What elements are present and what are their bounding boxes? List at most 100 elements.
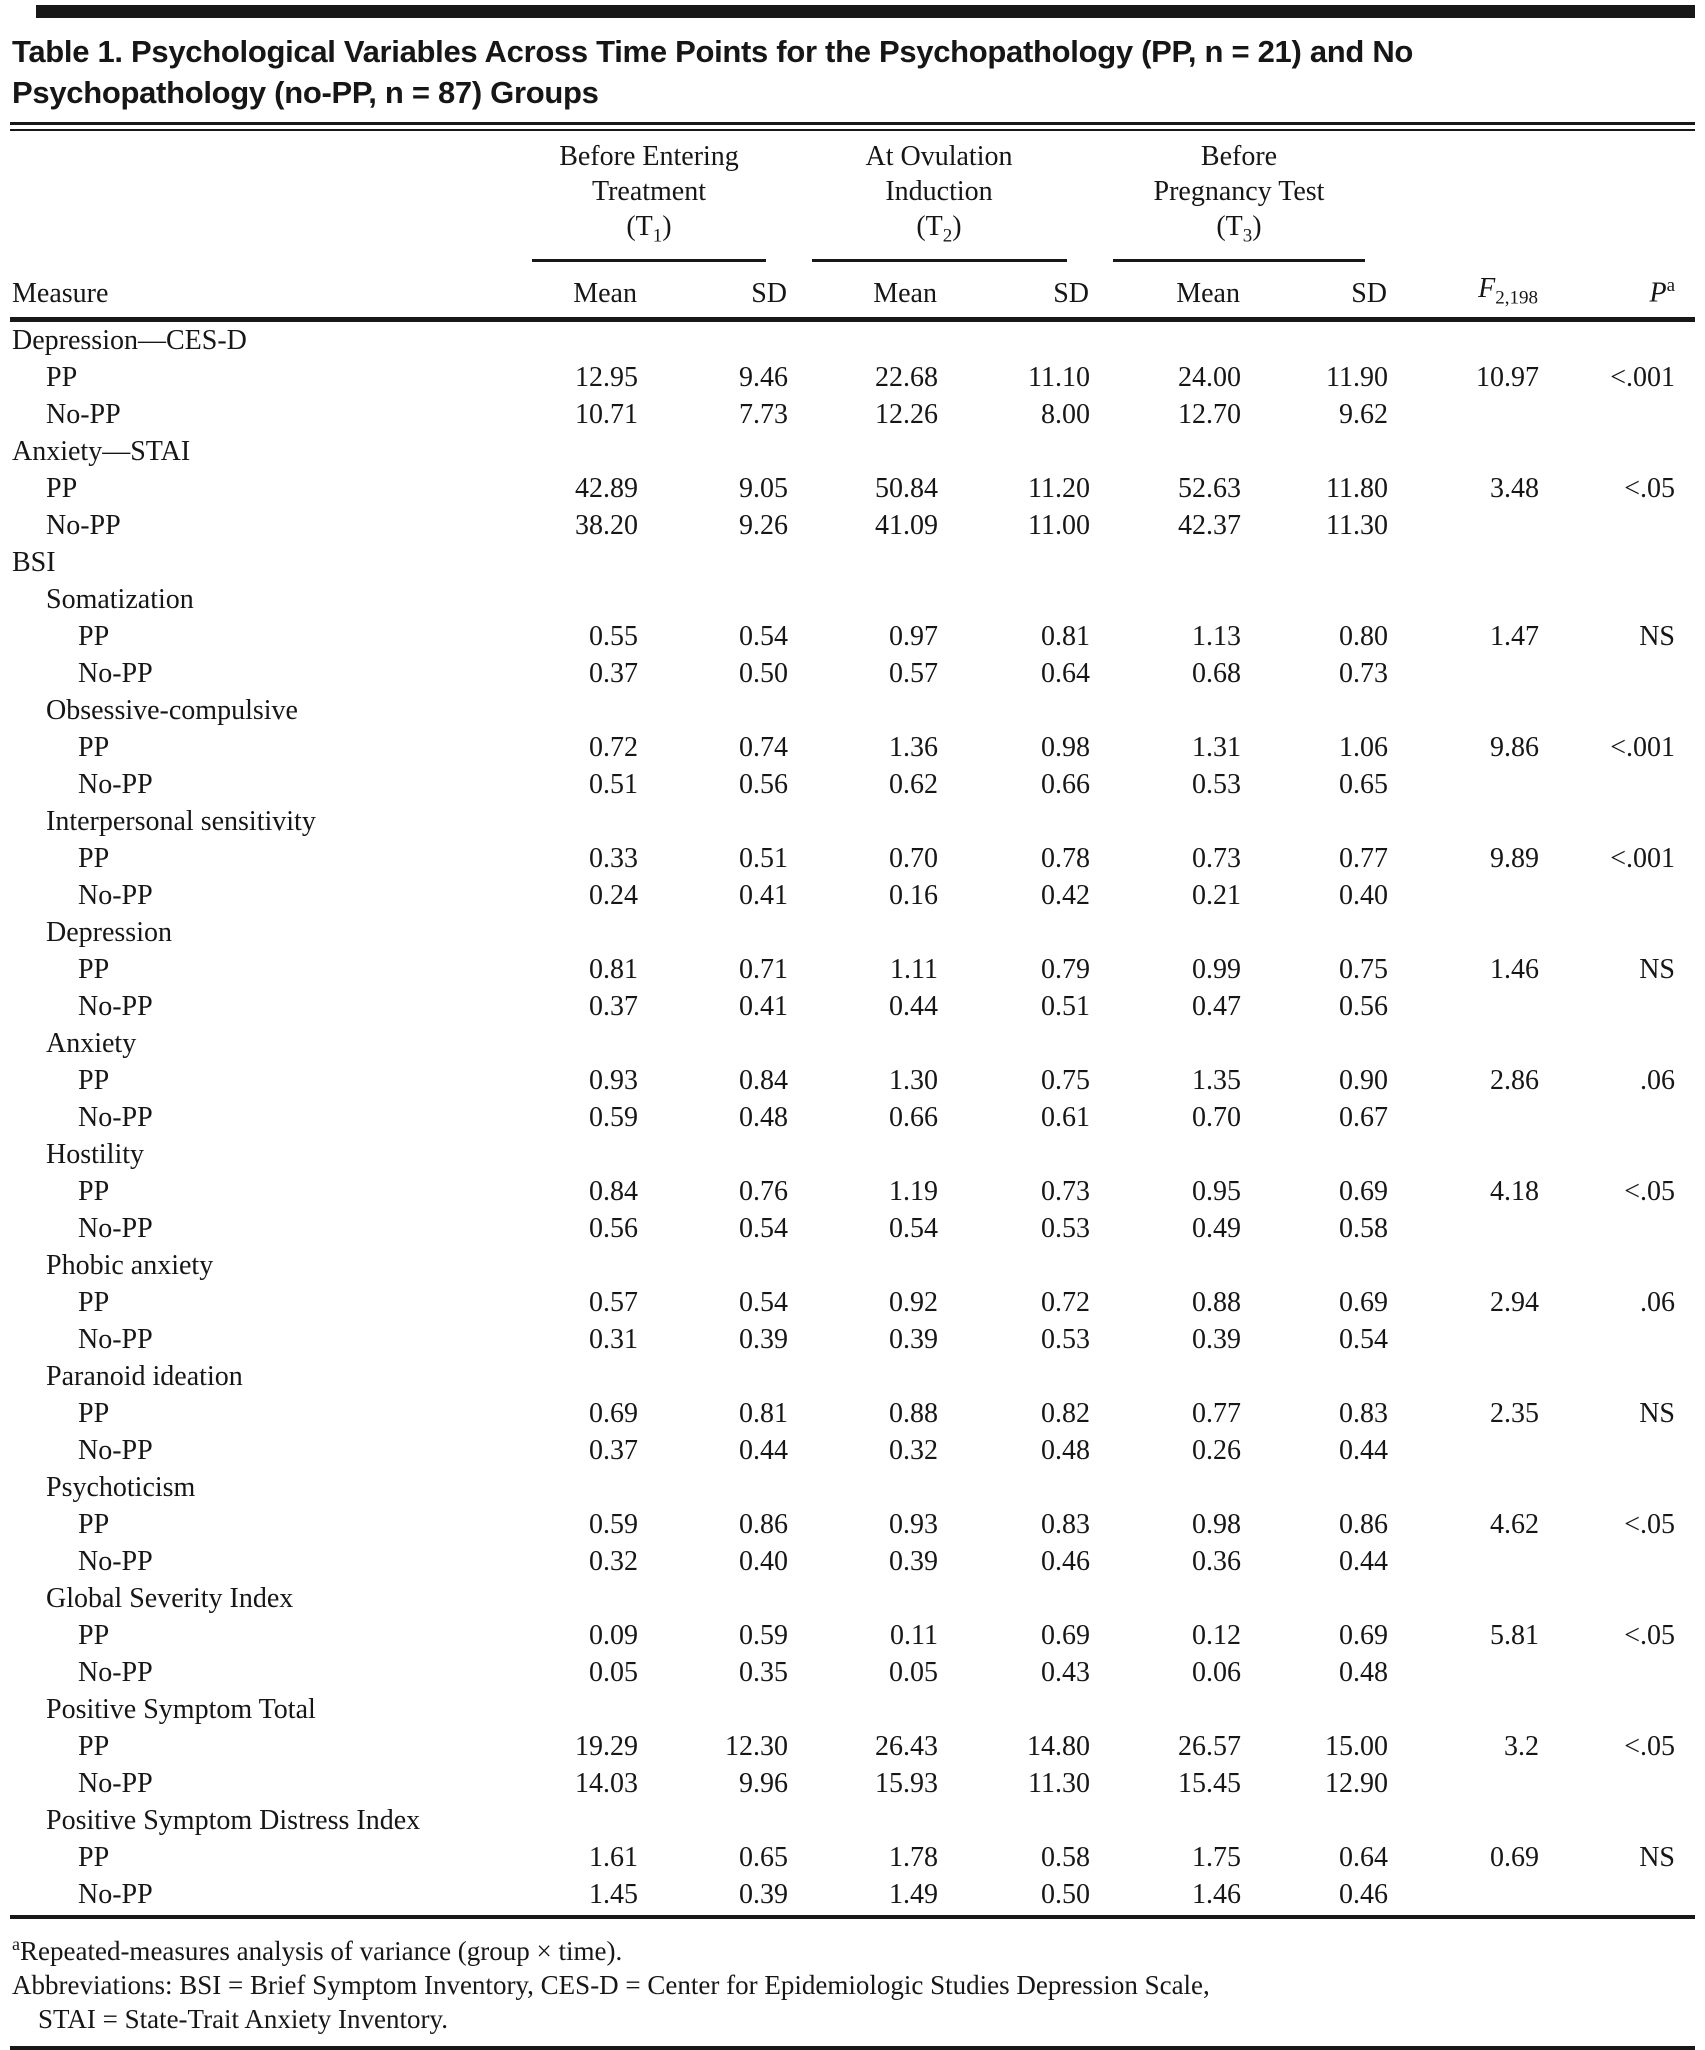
f-cell: [1388, 1691, 1539, 1728]
t2-mean-cell: 0.44: [889, 990, 938, 1022]
f-cell: 4.18: [1490, 1175, 1539, 1207]
p-cell: [1539, 877, 1695, 914]
t1-mean-cell: [510, 1025, 638, 1062]
table-title-line1: Table 1. Psychological Variables Across …: [12, 34, 1414, 69]
t2-sd-cell: [938, 803, 1090, 840]
t2-sd-cell: 0.75: [1041, 1064, 1090, 1096]
f-cell: 2.94: [1490, 1286, 1539, 1318]
t3-mean-cell: [1090, 1247, 1241, 1284]
t3-mean-cell: 0.99: [1192, 953, 1241, 985]
t1-mean-cell: 0.37: [589, 1434, 638, 1466]
column-header-row: Measure Mean SD Mean SD Mean SD F2,198 P…: [10, 262, 1695, 322]
t2-mean-cell: 0.93: [889, 1508, 938, 1540]
t2-mean-cell: 0.92: [889, 1286, 938, 1318]
t3-sd-cell: 0.90: [1339, 1064, 1388, 1096]
t2-sd-cell: 0.50: [1041, 1878, 1090, 1910]
t1-sd-cell: 0.35: [739, 1656, 788, 1688]
p-cell: <.001: [1610, 731, 1675, 763]
table-body: Depression—CES-D PP 12.95 9.46 22.68 11.…: [10, 319, 1695, 1913]
t1-sd-cell: 0.81: [739, 1397, 788, 1429]
t2-sd-cell: 0.64: [1041, 657, 1090, 689]
measure-label: Positive Symptom Distress Index: [46, 1804, 421, 1836]
t2-mean-cell: 0.11: [890, 1619, 938, 1651]
t3-mean-cell: 26.57: [1178, 1730, 1241, 1762]
p-cell: <.05: [1624, 1619, 1675, 1651]
t1-mean-cell: 1.45: [589, 1878, 638, 1910]
t1-sd-cell: 0.56: [739, 768, 788, 800]
t3-sd-cell: 0.86: [1339, 1508, 1388, 1540]
table-row: PP 1.61 0.65 1.78 0.58 1.75 0.64 0.69 NS: [10, 1839, 1695, 1876]
f-cell: 0.69: [1490, 1841, 1539, 1873]
t1-mean-cell: [510, 581, 638, 618]
t3-mean-cell: 0.53: [1192, 768, 1241, 800]
t3-mean-cell: 0.70: [1192, 1101, 1241, 1133]
table-row: No-PP 0.05 0.35 0.05 0.43 0.06 0.48: [10, 1654, 1695, 1691]
f-cell: [1388, 319, 1539, 359]
f-cell: 2.35: [1490, 1397, 1539, 1429]
table-row: PP 0.84 0.76 1.19 0.73 0.95 0.69 4.18 <.…: [10, 1173, 1695, 1210]
t1-mean-cell: 0.59: [589, 1101, 638, 1133]
table-title: Table 1. Psychological Variables Across …: [10, 18, 1695, 122]
t1-mean-cell: [510, 319, 638, 359]
top-rule-bar: [36, 5, 1695, 18]
t2-sd-cell: 0.82: [1041, 1397, 1090, 1429]
t1-mean-cell: 38.20: [575, 509, 638, 541]
t1-sd-cell: 7.73: [739, 398, 788, 430]
p-cell: <.05: [1624, 1175, 1675, 1207]
t3-mean-cell: 12.70: [1178, 398, 1241, 430]
t2-mean-cell: [788, 544, 938, 581]
t1-mean-cell: 0.37: [589, 657, 638, 689]
t1-sd-cell: 0.51: [739, 842, 788, 874]
t3-sd-cell: 0.75: [1339, 953, 1388, 985]
t1-mean-cell: 0.55: [589, 620, 638, 652]
t1-sd-cell: 0.84: [739, 1064, 788, 1096]
t1-sd-cell: 0.54: [739, 1212, 788, 1244]
t1-mean-cell: 0.84: [589, 1175, 638, 1207]
t1-sd-cell: [638, 1580, 788, 1617]
t3-mean-cell: [1090, 692, 1241, 729]
t2-sd-cell: [938, 433, 1090, 470]
measure-label: Global Severity Index: [46, 1582, 294, 1614]
t1-sd-cell: 9.96: [739, 1767, 788, 1799]
t3-sd-cell: 11.90: [1326, 361, 1388, 393]
t2-mean-cell: 0.39: [889, 1545, 938, 1577]
t2-mean-cell: 0.05: [889, 1656, 938, 1688]
f-cell: [1388, 581, 1539, 618]
table-row: No-PP 0.24 0.41 0.16 0.42 0.21 0.40: [10, 877, 1695, 914]
t3-mean-cell: 52.63: [1178, 472, 1241, 504]
t1-mean-cell: 1.61: [589, 1841, 638, 1873]
t1-sd-cell: [638, 319, 788, 359]
measure-label: No-PP: [46, 398, 121, 430]
t2-sd-cell: 0.53: [1041, 1212, 1090, 1244]
t1-sd-cell: [638, 914, 788, 951]
t3-sd-cell: [1241, 1691, 1388, 1728]
measure-label: No-PP: [78, 990, 153, 1022]
table-row: PP 0.57 0.54 0.92 0.72 0.88 0.69 2.94 .0…: [10, 1284, 1695, 1321]
t2-sd-cell: [938, 1358, 1090, 1395]
measure-label: PP: [46, 361, 78, 393]
t2-sd-cell: 0.79: [1041, 953, 1090, 985]
t2-sd-cell: 0.58: [1041, 1841, 1090, 1873]
t1-mean-cell: 0.57: [589, 1286, 638, 1318]
spanner-t1-rule: [531, 258, 767, 262]
table-row: No-PP 0.32 0.40 0.39 0.46 0.36 0.44: [10, 1543, 1695, 1580]
t3-sd-cell: [1241, 433, 1388, 470]
t3-mean-cell: [1090, 1802, 1241, 1839]
table-row: PP 0.81 0.71 1.11 0.79 0.99 0.75 1.46 NS: [10, 951, 1695, 988]
t1-sd-cell: 0.86: [739, 1508, 788, 1540]
t2-mean-cell: 0.62: [889, 768, 938, 800]
p-cell: <.05: [1624, 472, 1675, 504]
table-header: Before Entering Treatment (T1) At Ovulat…: [10, 131, 1695, 322]
f-cell: [1388, 1136, 1539, 1173]
t3-sd-cell: [1241, 1580, 1388, 1617]
t2-sd-cell: 0.46: [1041, 1545, 1090, 1577]
spanner-t2-line2: Induction: [885, 176, 993, 207]
table-row: No-PP 38.20 9.26 41.09 11.00 42.37 11.30: [10, 507, 1695, 544]
t3-sd-cell: 0.73: [1339, 657, 1388, 689]
f-cell: [1388, 507, 1539, 544]
p-cell: [1539, 655, 1695, 692]
t2-mean-cell: [788, 1358, 938, 1395]
t1-mean-cell: 0.33: [589, 842, 638, 874]
t2-mean-cell: [788, 1469, 938, 1506]
table-row: PP 0.33 0.51 0.70 0.78 0.73 0.77 9.89 <.…: [10, 840, 1695, 877]
